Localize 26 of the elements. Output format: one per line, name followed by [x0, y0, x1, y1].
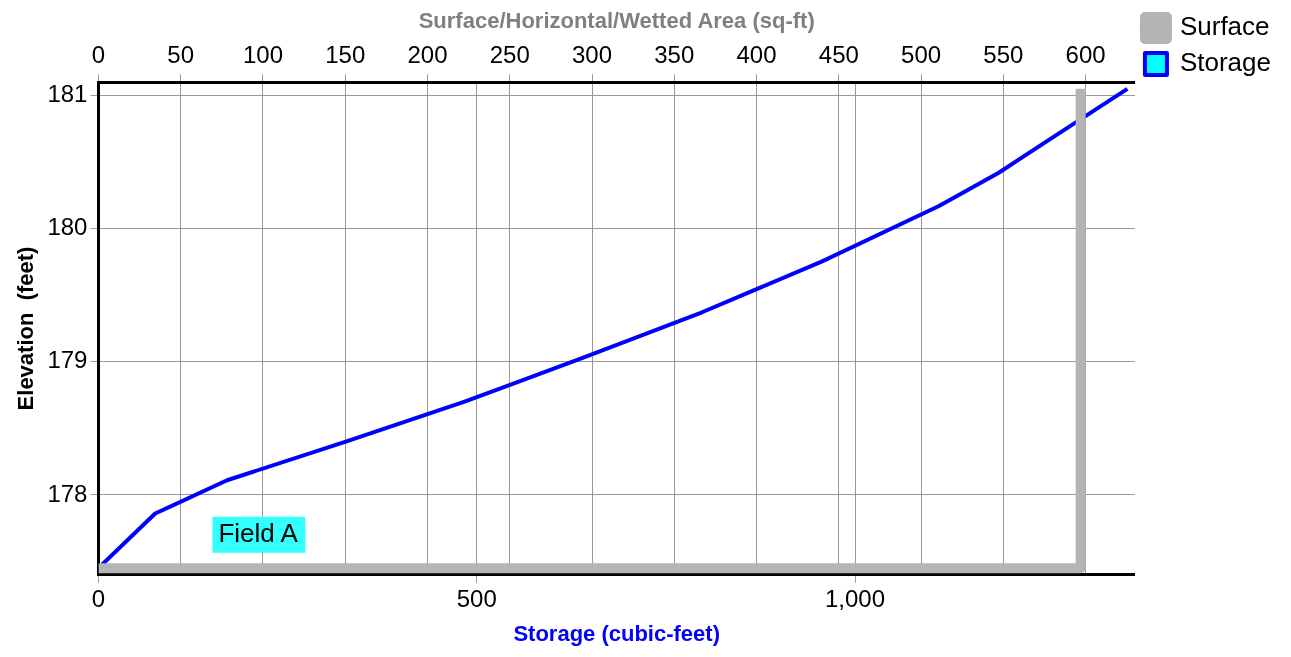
x2-tick-label: 350: [654, 41, 695, 69]
x2-tick-label: 300: [571, 41, 613, 69]
x2-tick-label: 550: [983, 41, 1024, 69]
x-tick-label: 1,000: [824, 584, 886, 612]
legend-label: Storage: [1179, 47, 1272, 78]
x-axis-title: Storage (cubic-feet): [513, 620, 720, 646]
x2-tick-label: 500: [901, 41, 942, 69]
y-tick-label: 178: [47, 479, 88, 507]
x2-tick-label: 600: [1065, 41, 1106, 69]
x-tick-label: 500: [456, 584, 497, 612]
x2-tick-label: 400: [736, 41, 777, 69]
x2-tick-label: 150: [325, 41, 366, 69]
x2-tick-label: 450: [818, 41, 859, 69]
annotation: Field A: [218, 517, 299, 548]
x2-tick-label: 50: [167, 41, 195, 69]
x2-tick-label: 200: [407, 41, 448, 69]
y-tick-label: 180: [47, 213, 88, 241]
y-tick-label: 179: [47, 346, 88, 374]
y-tick-label: 181: [47, 80, 88, 108]
legend-label: Surface: [1179, 11, 1270, 42]
x-tick-label: 0: [91, 584, 106, 612]
y-axis-title: Elevation (feet): [13, 246, 39, 411]
x2-tick-label: 0: [91, 41, 106, 69]
x2-axis-title: Surface/Horizontal/Wetted Area (sq-ft): [418, 8, 815, 34]
x2-tick-label: 250: [489, 41, 530, 69]
x2-tick-label: 100: [242, 41, 283, 69]
